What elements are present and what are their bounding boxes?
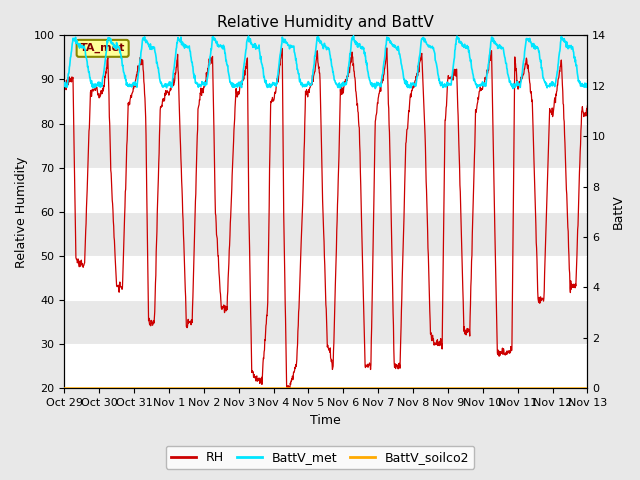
- Y-axis label: BattV: BattV: [612, 194, 625, 229]
- Y-axis label: Relative Humidity: Relative Humidity: [15, 156, 28, 267]
- Bar: [64, 123, 588, 168]
- Bar: [64, 36, 588, 80]
- Bar: [64, 256, 588, 300]
- Bar: [64, 168, 588, 212]
- Bar: [64, 344, 588, 388]
- Bar: [64, 300, 588, 344]
- Text: TA_met: TA_met: [80, 43, 125, 53]
- Bar: [64, 212, 588, 256]
- Legend: RH, BattV_met, BattV_soilco2: RH, BattV_met, BattV_soilco2: [166, 446, 474, 469]
- Bar: [64, 80, 588, 123]
- X-axis label: Time: Time: [310, 414, 341, 427]
- Title: Relative Humidity and BattV: Relative Humidity and BattV: [218, 15, 435, 30]
